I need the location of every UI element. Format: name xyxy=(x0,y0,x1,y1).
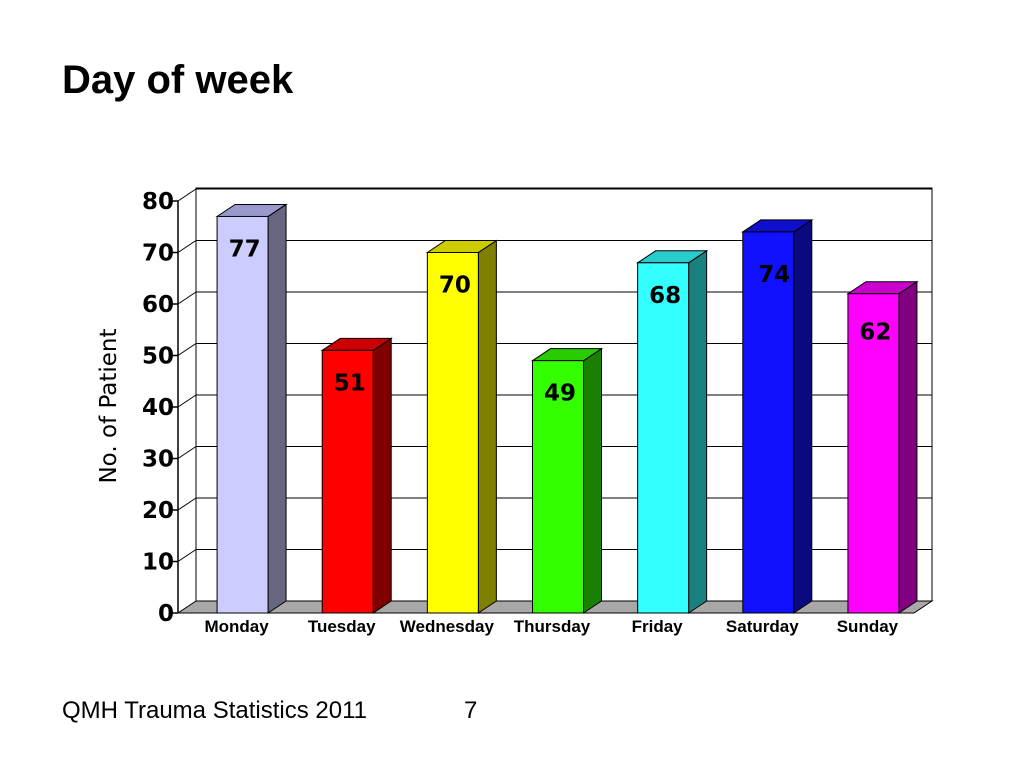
y-tick-label: 0 xyxy=(158,601,174,627)
y-tick-label: 30 xyxy=(142,447,174,473)
y-tick-label: 70 xyxy=(142,241,174,267)
gridline-side xyxy=(177,188,197,202)
bar-front xyxy=(321,349,374,614)
bar-front xyxy=(742,231,795,614)
data-label: 68 xyxy=(649,283,681,309)
bar-front xyxy=(426,252,479,614)
gridline-side xyxy=(177,240,197,253)
x-tick-label: Thursday xyxy=(514,617,591,636)
x-tick-label: Saturday xyxy=(726,617,799,636)
bar-side xyxy=(688,249,708,614)
bar-front xyxy=(532,360,584,614)
bar-side xyxy=(267,203,287,614)
bar-side xyxy=(372,337,392,614)
bars xyxy=(215,203,919,614)
bar-front xyxy=(847,293,900,614)
gridline-side xyxy=(177,394,197,408)
bar-saturday xyxy=(741,218,814,614)
x-tick-label: Sunday xyxy=(837,617,899,636)
slide-title: Day of week xyxy=(62,58,294,102)
y-axis-label: No. of Patient xyxy=(96,328,122,483)
y-tick-label: 40 xyxy=(142,395,174,421)
bar-thursday xyxy=(530,347,604,614)
gridline-side xyxy=(177,343,197,356)
data-label: 62 xyxy=(859,320,891,346)
y-tick-label: 50 xyxy=(142,344,174,370)
page-number: 7 xyxy=(464,697,478,724)
data-labels: 77 51 70 49 68 74 62 xyxy=(229,236,892,406)
bar-sunday xyxy=(846,280,919,614)
bar-tuesday xyxy=(320,337,393,614)
gridline-side xyxy=(177,446,197,459)
data-label: 51 xyxy=(334,370,366,396)
y-axis-ticks: 0 10 20 30 40 50 60 70 80 xyxy=(142,189,178,627)
bar-front xyxy=(216,215,269,614)
bar-front xyxy=(637,262,690,614)
y-tick-label: 60 xyxy=(142,292,174,318)
x-tick-label: Friday xyxy=(632,617,684,636)
bar-side xyxy=(583,347,602,614)
gridline-side xyxy=(177,291,197,305)
x-tick-label: Monday xyxy=(204,617,269,636)
x-axis-ticks: Monday Tuesday Wednesday Thursday Friday Satu… xyxy=(204,617,898,636)
y-tick-label: 80 xyxy=(142,189,174,215)
data-label: 70 xyxy=(439,273,471,299)
bar-side xyxy=(477,239,497,614)
data-label: 74 xyxy=(758,262,790,288)
data-label: 77 xyxy=(229,236,261,262)
data-label: 49 xyxy=(544,381,576,407)
x-tick-label: Tuesday xyxy=(308,617,376,636)
bar-side xyxy=(898,280,918,614)
gridline-side xyxy=(177,549,197,562)
footer-text: QMH Trauma Statistics 2011 xyxy=(62,697,367,724)
y-tick-label: 10 xyxy=(142,550,174,576)
bar-wednesday xyxy=(425,239,499,614)
x-tick-label: Wednesday xyxy=(400,617,495,636)
bar-side xyxy=(793,218,813,614)
bar-friday xyxy=(635,249,709,614)
y-tick-label: 20 xyxy=(142,498,174,524)
gridline-side xyxy=(177,497,197,511)
bar-monday xyxy=(215,203,288,614)
